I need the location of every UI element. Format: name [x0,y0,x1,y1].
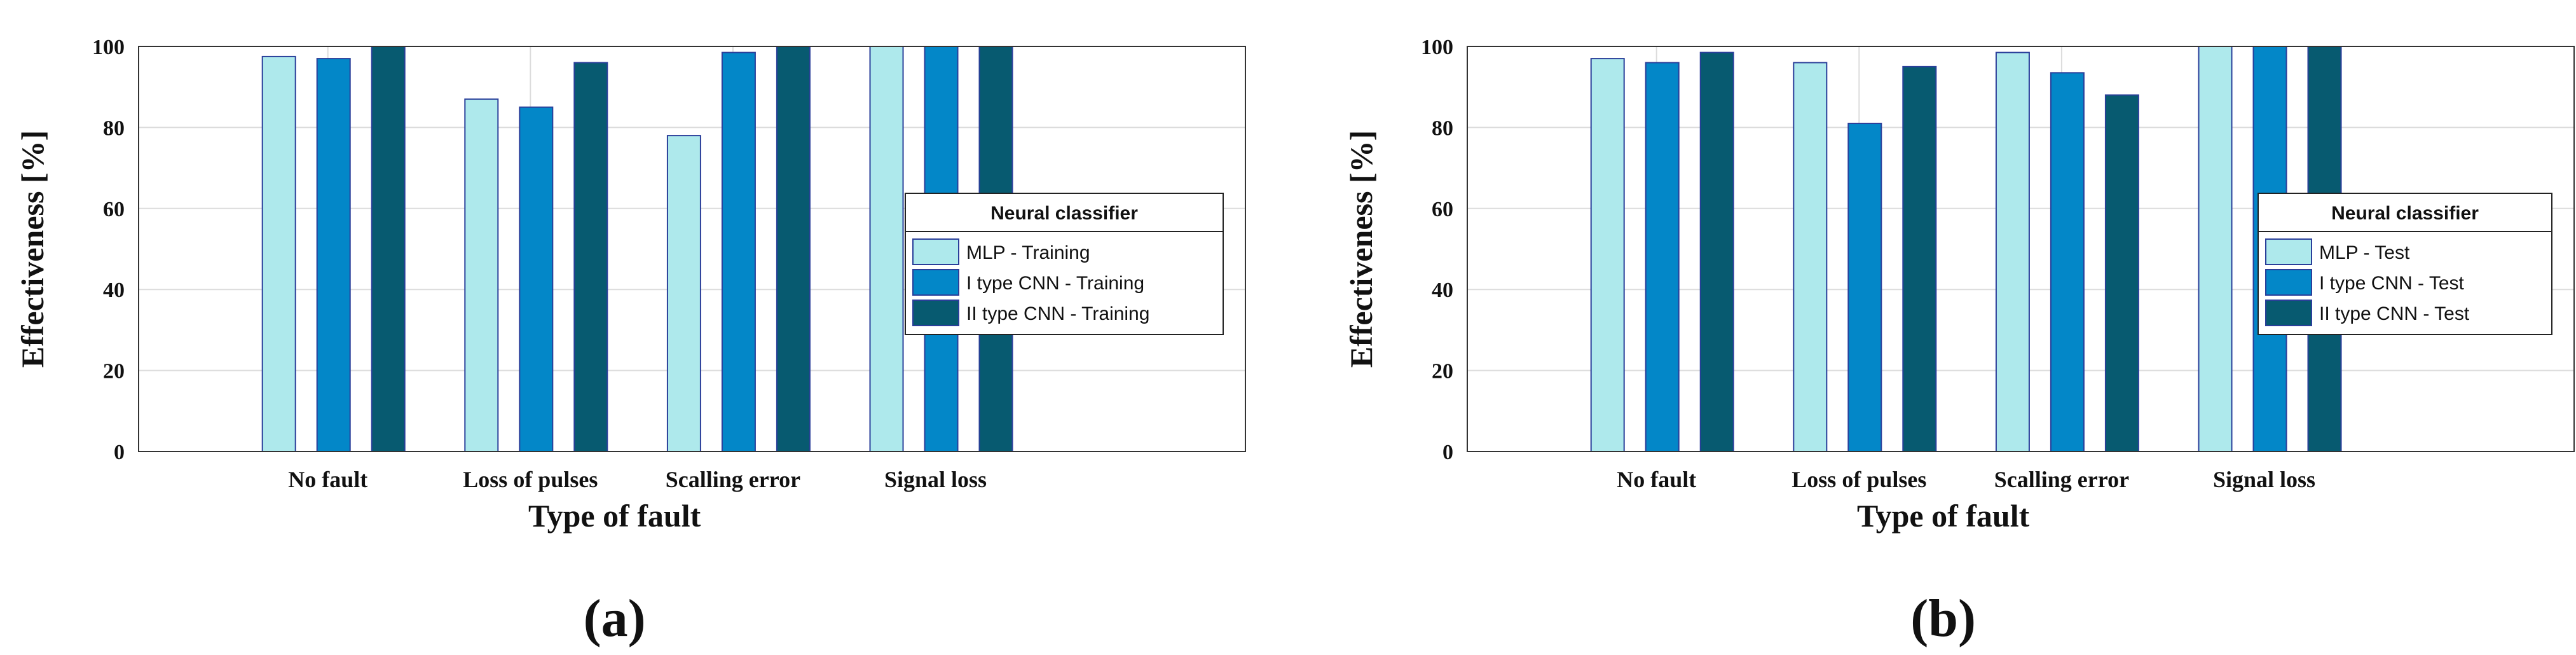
axes-frame [138,46,1246,452]
y-tick-label: 40 [1432,279,1453,302]
y-tick-label: 100 [92,36,125,59]
bar-ii-type-cnn-training-scalling-error [776,46,811,452]
legend-swatch-ii-type-cnn-training [912,300,959,326]
x-axis-title: Type of fault [1857,498,2030,534]
legend-swatch-i-type-cnn-training [912,269,959,296]
legend: Neural classifier MLP - Training I type CN… [905,193,1224,335]
legend-swatch-mlp-training [912,238,959,265]
legend-entry-i-type-cnn-training: I type CNN - Training [966,273,1144,294]
legend-swatch-mlp-test [2265,238,2312,265]
legend-entry-ii-type-cnn-training: II type CNN - Training [966,303,1149,324]
bar-ii-type-cnn-test-scalling-error [2104,94,2139,452]
legend-title-box [905,193,1224,232]
x-axis-title: Type of fault [528,498,701,534]
bar-mlp-training-signal-loss [869,46,904,452]
y-tick-label: 0 [114,441,125,464]
bar-mlp-test-loss-of-pulses [1793,62,1828,453]
bar-mlp-training-scalling-error [666,135,701,452]
bar-mlp-training-no-fault [261,55,296,453]
y-tick-label: 40 [103,279,125,302]
y-tick-label: 20 [103,360,125,383]
legend-title: Neural classifier [990,203,1138,224]
y-axis-title: Effectiveness [%] [1343,130,1379,368]
y-axis-title: Effectiveness [%] [15,130,50,368]
y-tick-label: 0 [1442,441,1453,464]
bar-i-type-cnn-training-no-fault [316,58,351,453]
x-tick-label: Scalling error [666,467,800,492]
legend-swatch-i-type-cnn-test [2265,269,2312,296]
legend-swatch-ii-type-cnn-test [2265,300,2312,326]
x-tick-label: No fault [1617,467,1696,492]
legend-entry-i-type-cnn-test: I type CNN - Test [2319,273,2465,294]
bar-i-type-cnn-test-scalling-error [2050,72,2085,452]
y-tick-label: 80 [1432,116,1453,140]
bar-mlp-test-no-fault [1590,58,1625,453]
bar-i-type-cnn-test-loss-of-pulses [1847,123,1882,452]
legend-entry-ii-type-cnn-test: II type CNN - Test [2319,303,2470,324]
bar-mlp-test-signal-loss [2198,46,2233,452]
bar-ii-type-cnn-training-no-fault [371,46,406,452]
legend-entry-mlp-training: MLP - Training [966,242,1090,263]
panel-label: (a) [584,589,646,648]
legend-title: Neural classifier [2331,203,2479,224]
x-tick-label: Scalling error [1994,467,2129,492]
x-tick-label: Signal loss [884,467,987,492]
bar-i-type-cnn-test-no-fault [1645,62,1680,453]
x-tick-label: Signal loss [2213,467,2315,492]
y-tick-label: 20 [1432,360,1453,383]
panel-label: (b) [1910,589,1976,648]
legend-title-box [2257,193,2552,232]
legend-entry-mlp-test: MLP - Test [2319,242,2410,263]
bar-ii-type-cnn-test-loss-of-pulses [1902,66,1937,453]
bar-mlp-test-scalling-error [1995,52,2030,453]
chart-a: 0 20 40 60 80 100 No fault Loss of pulses Scalli… [15,36,1246,648]
y-tick-label: 60 [1432,198,1453,221]
axes-frame [1467,46,2575,452]
bar-ii-type-cnn-training-loss-of-pulses [573,62,608,453]
bar-mlp-training-loss-of-pulses [464,98,499,452]
bar-i-type-cnn-training-scalling-error [721,52,756,453]
y-tick-label: 80 [103,116,125,140]
y-tick-label: 60 [103,198,125,221]
legend: Neural classifier MLP - Test I type CNN - … [2257,193,2552,335]
bar-ii-type-cnn-test-no-fault [1699,52,1734,453]
x-tick-label: No fault [288,467,367,492]
x-tick-label: Loss of pulses [463,467,598,492]
bar-i-type-cnn-training-loss-of-pulses [519,106,554,453]
x-tick-label: Loss of pulses [1792,467,1926,492]
y-tick-label: 100 [1421,36,1453,59]
chart-b: 0 20 40 60 80 100 No fault Loss of pulses Scalli… [1343,36,2575,648]
